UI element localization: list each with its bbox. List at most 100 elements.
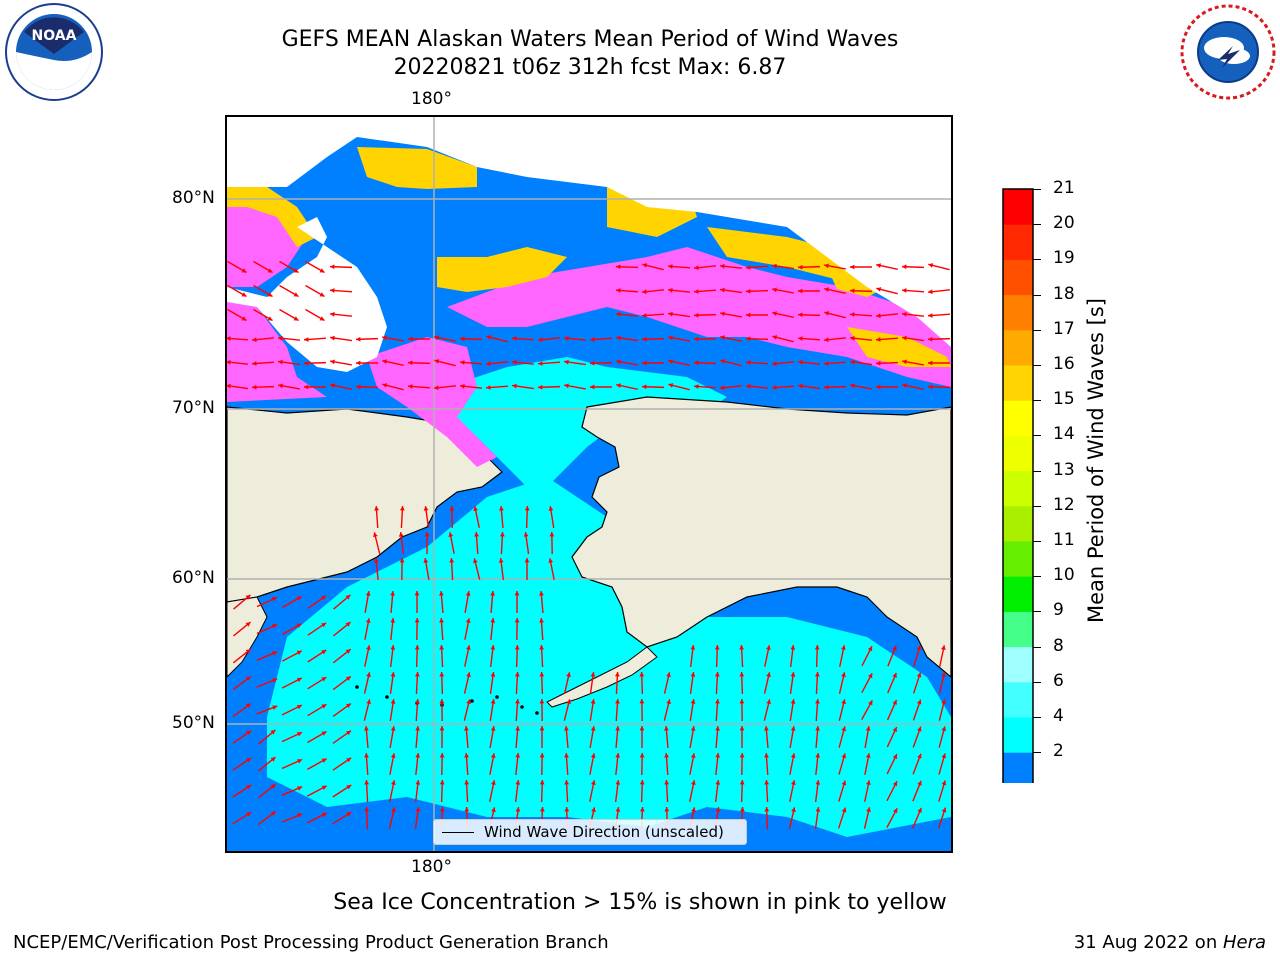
colorbar-tick-mark [1033, 611, 1041, 613]
wave-arrowhead [928, 289, 933, 295]
colorbar-tick-mark [1033, 400, 1041, 402]
wave-arrowhead [791, 807, 796, 813]
wave-arrowhead [524, 558, 530, 563]
wave-arrowhead [366, 699, 371, 705]
wave-arrowhead [790, 753, 796, 758]
wave-arrowhead [715, 780, 721, 785]
wave-arrowhead [466, 699, 471, 705]
wave-arrowhead [614, 672, 620, 677]
wave-arrowhead [390, 699, 396, 704]
wave-arrowhead [391, 807, 396, 813]
wave-arrowhead [267, 268, 273, 273]
wave-arrowhead [270, 729, 276, 735]
wave-arrowhead [916, 699, 922, 705]
wave-arrowhead [330, 288, 335, 293]
colorbar-segment [1003, 681, 1033, 718]
wave-arrowhead [642, 313, 647, 318]
wave-arrowhead [514, 591, 520, 596]
wave-arrowhead [330, 359, 335, 365]
colorbar-segment [1003, 646, 1033, 683]
wave-arrowhead [539, 726, 545, 731]
wave-arrowhead [772, 385, 777, 390]
wave-arrowhead [464, 807, 470, 812]
wave-arrowhead [564, 359, 569, 365]
wave-arrowhead [694, 312, 699, 318]
wave-arrowhead [449, 506, 455, 511]
wave-arrowhead [382, 383, 388, 388]
wave-arrowhead [892, 727, 897, 733]
wave-arrowhead [917, 780, 922, 786]
wave-arrowhead [772, 335, 778, 340]
wave-arrowhead [694, 360, 699, 366]
wave-arrowhead [515, 753, 521, 758]
wave-arrowhead [538, 337, 543, 343]
wave-arrowhead [865, 726, 871, 731]
wave-arrowhead [330, 311, 335, 317]
wave-arrowhead [714, 645, 720, 650]
colorbar-tick-label: 9 [1053, 600, 1064, 621]
colorbar-tick-label: 19 [1053, 248, 1075, 269]
wave-arrowhead [666, 699, 671, 705]
colorbar-segment [1003, 294, 1033, 331]
wave-arrowhead [715, 807, 721, 812]
wave-arrowhead [465, 618, 471, 623]
wave-arrowhead [423, 506, 429, 511]
wave-arrowhead [798, 383, 803, 389]
wave-arrowhead [690, 726, 696, 731]
wave-arrowhead [486, 361, 491, 367]
chart-subtitle: 20220821 t06z 312h fcst Max: 6.87 [393, 55, 787, 80]
wave-arrowhead [764, 726, 769, 731]
wave-arrowhead [841, 753, 847, 759]
wave-arrowhead [398, 532, 404, 537]
wave-arrowhead [616, 383, 622, 388]
wave-arrowhead [720, 287, 725, 293]
lat-label-80: 80°N [172, 188, 215, 208]
wave-arrowhead [824, 361, 829, 366]
wave-arrowhead [642, 336, 647, 342]
colorbar-segment [1003, 400, 1033, 436]
wave-arrowhead [866, 780, 871, 786]
colorbar-tick-mark [1033, 435, 1041, 437]
wave-arrowhead [296, 596, 302, 601]
wave-arrowhead [270, 811, 276, 816]
wave-arrowhead [668, 383, 674, 388]
wave-arrowhead [615, 807, 621, 812]
wave-arrowhead [293, 292, 299, 297]
wave-arrowhead [941, 807, 947, 813]
colorbar-segment [1003, 505, 1033, 542]
wave-arrowhead [694, 289, 699, 294]
wave-arrowhead [245, 703, 251, 709]
colorbar-tick-label: 8 [1053, 635, 1064, 656]
colorbar-tick-mark [1033, 681, 1041, 683]
wave-arrowhead [321, 677, 327, 682]
wave-arrowhead [739, 699, 745, 704]
wave-arrowhead [415, 807, 421, 812]
wave-arrowhead [941, 780, 947, 786]
wave-arrowhead [390, 753, 396, 758]
wave-arrowhead [246, 757, 252, 763]
wave-arrowhead [902, 383, 908, 388]
wave-arrowhead [415, 753, 421, 758]
wave-arrowhead [824, 311, 830, 316]
wave-arrowhead [414, 672, 420, 677]
wave-arrowhead [892, 699, 897, 705]
wave-arrowhead [460, 383, 465, 389]
map-panel: Wind Wave Direction (unscaled) [225, 115, 953, 853]
wave-arrowhead [902, 359, 907, 365]
no-data-region [227, 117, 951, 347]
wave-arrowhead [668, 287, 673, 293]
wave-arrowhead [390, 645, 396, 650]
colorbar-tick-mark [1033, 470, 1041, 472]
wave-arrowhead [591, 807, 596, 813]
wave-arrowhead [548, 558, 554, 563]
wave-arrowhead [252, 361, 257, 366]
wave-arrowhead [941, 753, 947, 759]
colorbar-segment [1003, 329, 1033, 366]
wave-arrowhead [739, 645, 745, 650]
wave-arrowhead [439, 807, 445, 812]
wave-arrowhead [515, 699, 520, 704]
wave-arrowhead [491, 780, 496, 786]
wave-arrowhead [814, 672, 820, 677]
wave-arrowhead [319, 268, 325, 273]
wave-arrowhead [664, 780, 670, 785]
